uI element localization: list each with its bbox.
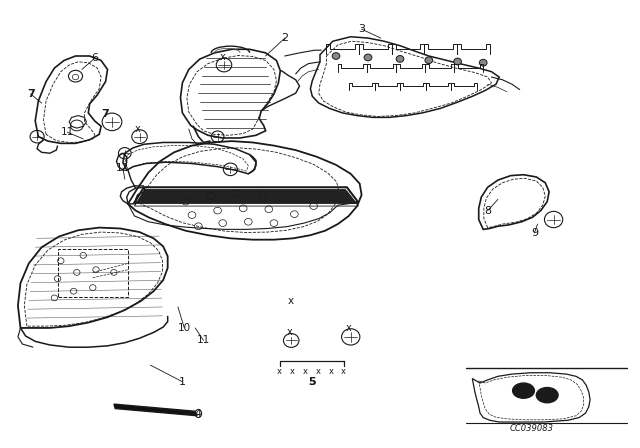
Circle shape [536, 388, 558, 403]
Text: x: x [277, 367, 282, 376]
Circle shape [513, 383, 534, 398]
Text: 3: 3 [358, 24, 365, 34]
Text: 12: 12 [116, 163, 129, 173]
Text: 2: 2 [281, 33, 289, 43]
Text: 11: 11 [61, 127, 74, 137]
Ellipse shape [425, 57, 433, 64]
Text: x: x [328, 367, 333, 376]
Text: 1: 1 [179, 377, 186, 387]
Ellipse shape [479, 59, 487, 66]
Text: x: x [303, 367, 308, 376]
Text: 9: 9 [531, 228, 538, 238]
Text: 7: 7 [102, 109, 109, 119]
Text: 11: 11 [197, 336, 210, 345]
Text: 8: 8 [484, 206, 492, 215]
Text: x: x [346, 323, 351, 333]
Text: 10: 10 [178, 323, 191, 333]
Text: x: x [316, 367, 321, 376]
Text: x: x [288, 296, 294, 306]
Polygon shape [136, 189, 357, 204]
Text: CC039083: CC039083 [509, 424, 553, 433]
Text: x: x [290, 367, 295, 376]
Ellipse shape [332, 53, 340, 60]
Ellipse shape [396, 56, 404, 62]
Polygon shape [114, 404, 197, 416]
Text: x: x [287, 327, 292, 337]
Text: x: x [341, 367, 346, 376]
Text: x: x [135, 124, 140, 134]
Text: 4: 4 [195, 409, 202, 419]
Text: 6: 6 [92, 53, 98, 63]
Ellipse shape [454, 58, 461, 65]
Ellipse shape [364, 54, 372, 61]
Text: 5: 5 [308, 377, 316, 387]
Text: 5: 5 [308, 377, 315, 387]
Text: 7: 7 [27, 89, 35, 99]
Text: x: x [220, 52, 225, 62]
